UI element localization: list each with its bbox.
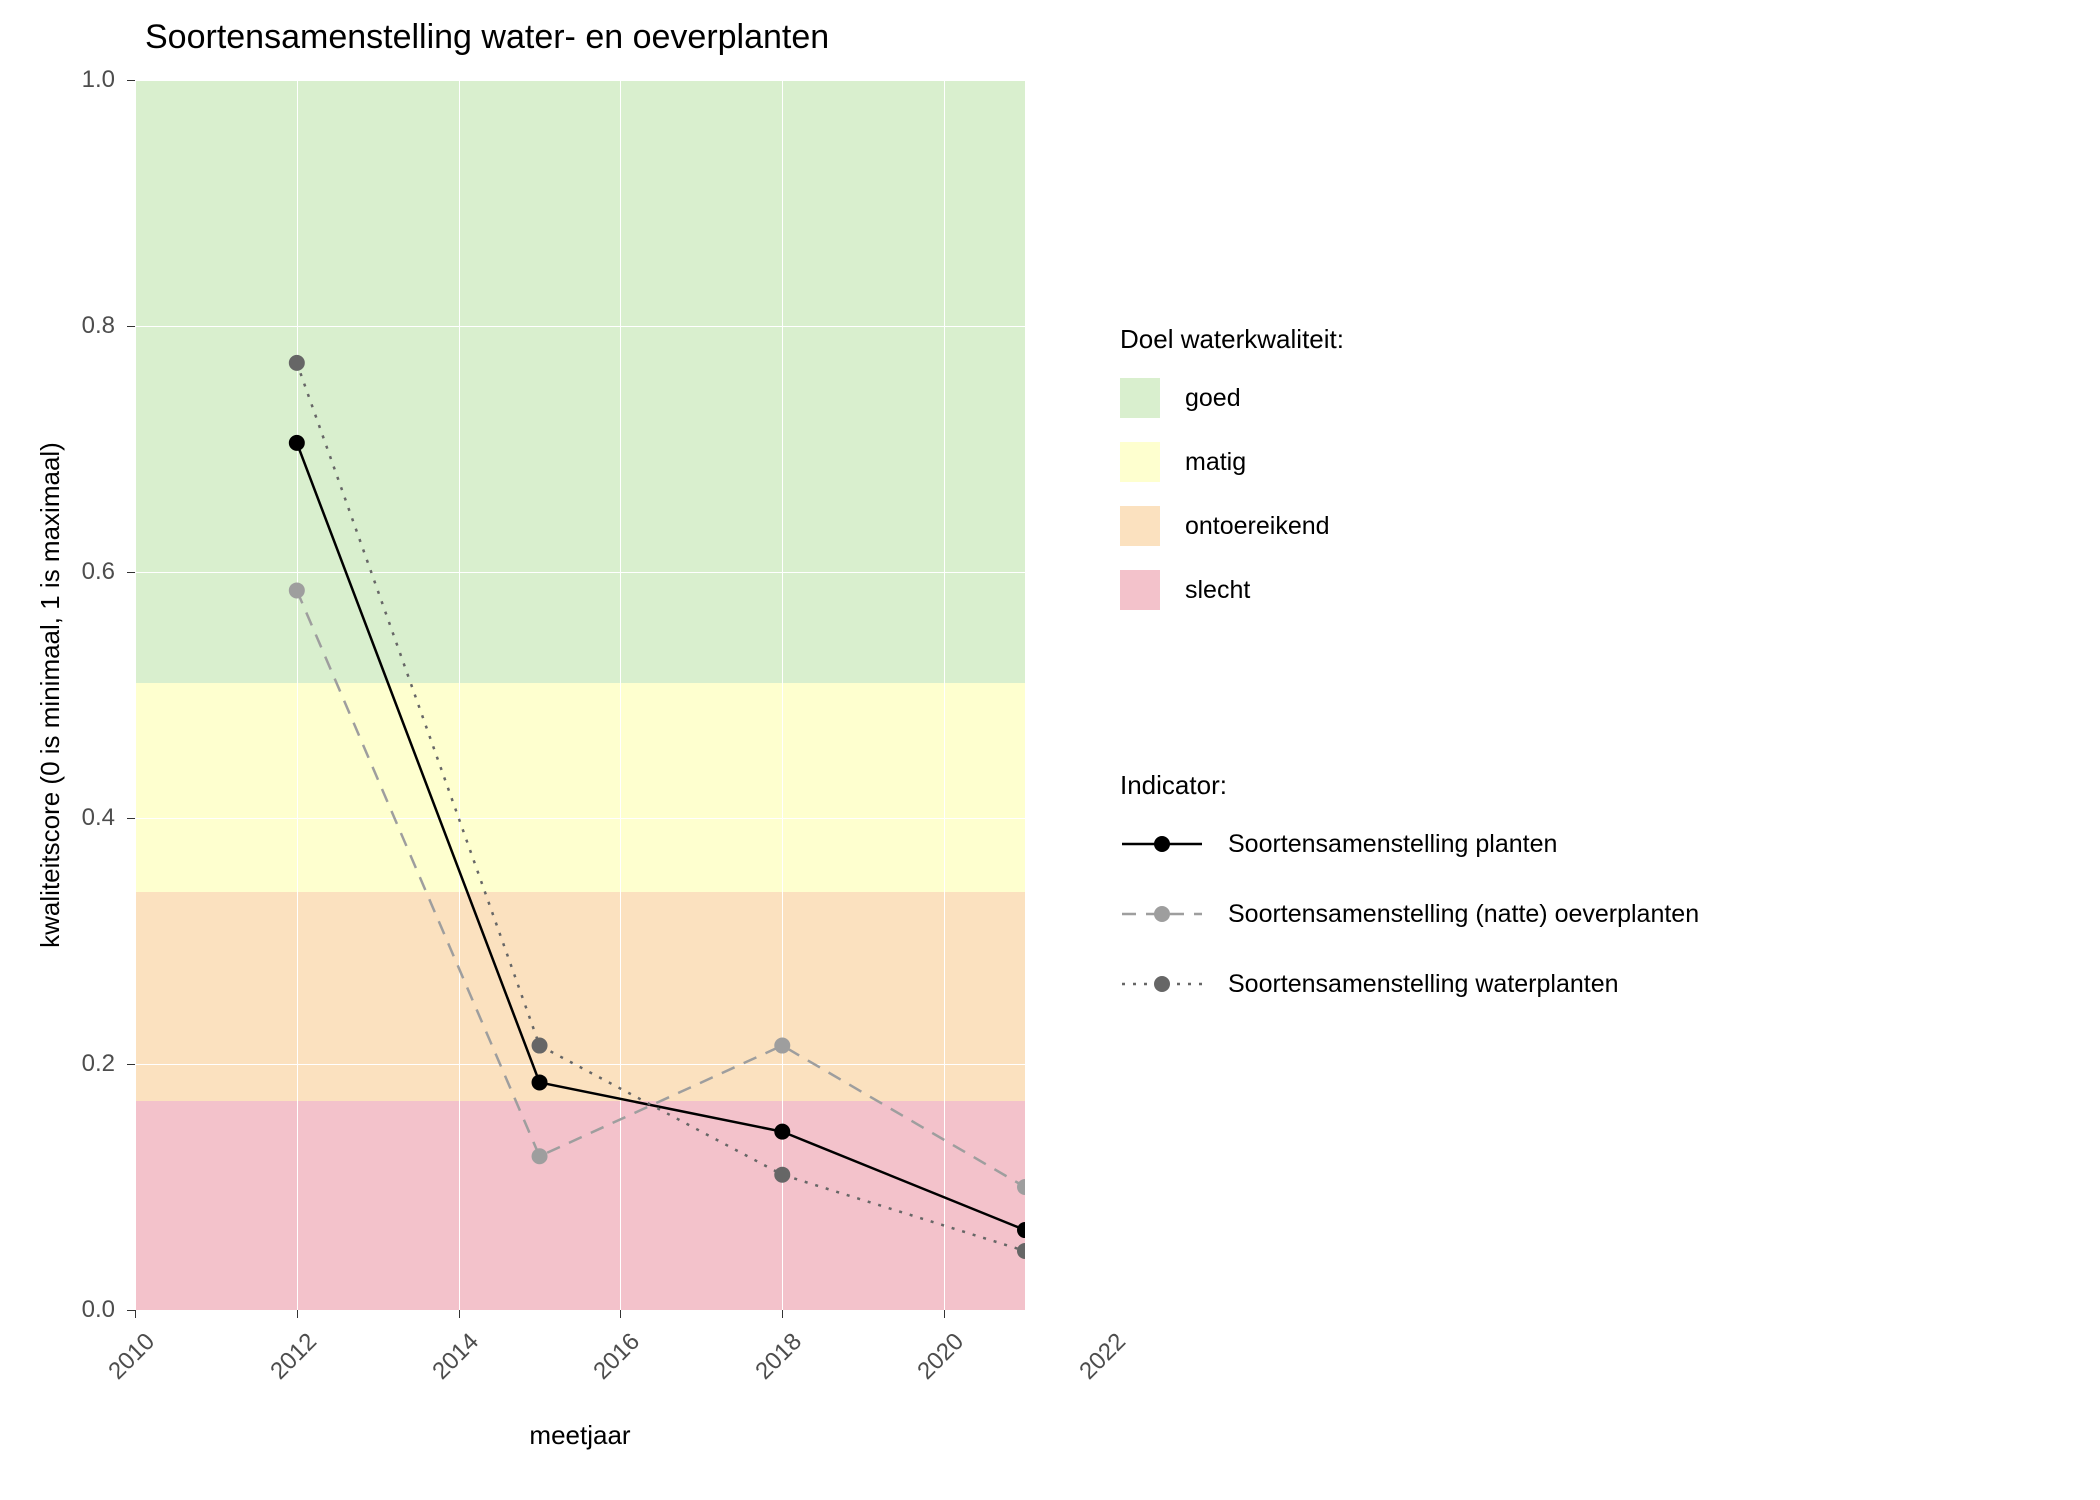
series-point bbox=[289, 355, 305, 371]
x-tick-label: 2010 bbox=[70, 1328, 161, 1419]
series-point bbox=[1017, 1243, 1025, 1259]
legend-indicator-label: Soortensamenstelling waterplanten bbox=[1228, 970, 1619, 999]
y-tick-mark bbox=[127, 1310, 135, 1311]
legend-quality-swatch bbox=[1120, 442, 1160, 482]
y-tick-label: 0.0 bbox=[0, 1296, 115, 1324]
y-axis-label: kwaliteitscore (0 is minimaal, 1 is maxi… bbox=[35, 80, 66, 1310]
series-point bbox=[774, 1038, 790, 1054]
x-tick-label: 2016 bbox=[556, 1328, 647, 1419]
legend-quality-swatch bbox=[1120, 506, 1160, 546]
legend-quality-label: goed bbox=[1185, 384, 1241, 413]
y-tick-mark bbox=[127, 818, 135, 819]
series-point bbox=[774, 1124, 790, 1140]
y-tick-label: 1.0 bbox=[0, 66, 115, 94]
legend-indicator-sample bbox=[1120, 966, 1204, 1002]
legend-quality-heading: Doel waterkwaliteit: bbox=[1120, 324, 1344, 355]
y-tick-mark bbox=[127, 80, 135, 81]
legend-indicator-sample bbox=[1120, 826, 1204, 862]
series-point bbox=[532, 1038, 548, 1054]
series-point bbox=[532, 1148, 548, 1164]
x-tick-mark bbox=[620, 1310, 621, 1318]
y-tick-label: 0.8 bbox=[0, 312, 115, 340]
gridline bbox=[135, 1310, 1025, 1311]
x-tick-label: 2018 bbox=[718, 1328, 809, 1419]
series-point bbox=[1017, 1222, 1025, 1238]
legend-indicator-label: Soortensamenstelling (natte) oeverplante… bbox=[1228, 900, 1699, 929]
series-line bbox=[297, 443, 1025, 1230]
y-tick-label: 0.6 bbox=[0, 558, 115, 586]
series-point bbox=[532, 1074, 548, 1090]
series-point bbox=[774, 1167, 790, 1183]
x-tick-mark bbox=[135, 1310, 136, 1318]
x-axis-label: meetjaar bbox=[135, 1420, 1025, 1451]
chart-series-layer bbox=[135, 80, 1025, 1310]
legend-indicator-label: Soortensamenstelling planten bbox=[1228, 830, 1557, 859]
x-tick-label: 2022 bbox=[1041, 1328, 1132, 1419]
figure: Soortensamenstelling water- en oeverplan… bbox=[0, 0, 2100, 1500]
plot-area bbox=[135, 80, 1025, 1310]
chart-title: Soortensamenstelling water- en oeverplan… bbox=[145, 18, 829, 57]
legend-indicator-sample bbox=[1120, 896, 1204, 932]
x-tick-label: 2012 bbox=[232, 1328, 323, 1419]
series-point bbox=[1017, 1179, 1025, 1195]
x-tick-mark bbox=[782, 1310, 783, 1318]
y-tick-mark bbox=[127, 1064, 135, 1065]
y-tick-label: 0.4 bbox=[0, 804, 115, 832]
y-tick-mark bbox=[127, 326, 135, 327]
y-tick-mark bbox=[127, 572, 135, 573]
x-tick-label: 2020 bbox=[879, 1328, 970, 1419]
legend-quality-swatch bbox=[1120, 570, 1160, 610]
series-line bbox=[297, 590, 1025, 1187]
legend-quality-label: ontoereikend bbox=[1185, 512, 1330, 541]
y-tick-label: 0.2 bbox=[0, 1050, 115, 1078]
x-tick-mark bbox=[944, 1310, 945, 1318]
legend-quality-label: slecht bbox=[1185, 576, 1250, 605]
series-line bbox=[297, 363, 1025, 1251]
series-point bbox=[289, 435, 305, 451]
x-tick-mark bbox=[297, 1310, 298, 1318]
legend-indicator-heading: Indicator: bbox=[1120, 770, 1227, 801]
legend-quality-label: matig bbox=[1185, 448, 1246, 477]
series-point bbox=[289, 582, 305, 598]
x-tick-mark bbox=[459, 1310, 460, 1318]
x-tick-label: 2014 bbox=[394, 1328, 485, 1419]
legend-quality-swatch bbox=[1120, 378, 1160, 418]
